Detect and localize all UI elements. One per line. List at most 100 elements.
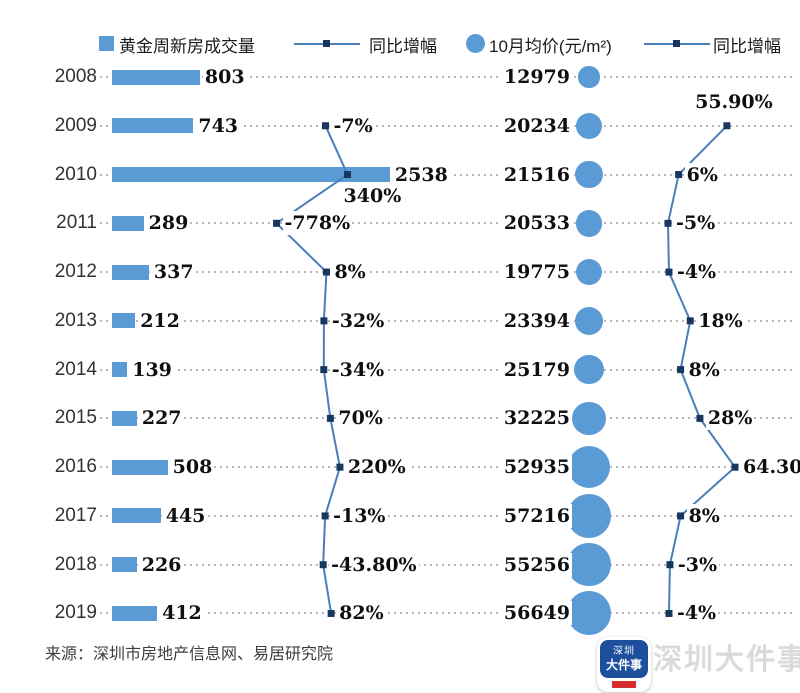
bar-swatch-icon: [99, 36, 114, 51]
legend-volume-growth-label: 同比增幅: [369, 37, 437, 56]
year-label: 2014: [54, 358, 97, 380]
year-label: 2015: [54, 407, 97, 429]
year-label: 2018: [54, 553, 97, 575]
row-gridline: [100, 319, 793, 322]
bubble-swatch-icon: [466, 34, 485, 53]
volume-bar: [112, 118, 194, 134]
price-value-label: 23394: [501, 308, 572, 333]
volume-bar: [112, 69, 200, 85]
price-value-label: 20533: [501, 211, 572, 236]
price-value-label: 20234: [501, 113, 572, 138]
year-label: 2010: [54, 163, 97, 185]
volume-growth-label: 82%: [337, 601, 386, 626]
price-value-label: 21516: [501, 162, 572, 187]
price-growth-label: 18%: [696, 308, 745, 333]
volume-bar: [112, 508, 161, 524]
price-value-label: 19775: [501, 260, 572, 285]
price-bubble: [575, 210, 603, 237]
shenzhen-dajianshi-logo: 深圳 大件事: [597, 637, 651, 692]
price-value-label: 52935: [501, 455, 572, 480]
volume-value-label: 212: [138, 308, 182, 333]
volume-value-label: 743: [196, 113, 241, 138]
volume-bar: [112, 557, 137, 573]
price-bubble: [574, 306, 604, 335]
volume-value-label: 226: [139, 552, 184, 577]
volume-bar: [112, 167, 390, 183]
legend-price-label: 10月均价(元/m²): [489, 37, 612, 56]
price-bubble: [574, 354, 604, 385]
price-bubble: [575, 259, 602, 286]
price-bubble: [567, 445, 611, 489]
legend-volume-label: 黄金周新房成交量: [119, 37, 255, 56]
volume-value-label: 289: [146, 211, 191, 236]
row-gridline: [100, 612, 793, 615]
volume-value-label: 508: [170, 455, 215, 480]
price-value-label: 57216: [501, 503, 572, 528]
price-bubble: [566, 591, 611, 636]
row-gridline: [100, 563, 793, 566]
volume-growth-label: 340%: [341, 183, 404, 208]
row-gridline: [100, 466, 793, 469]
volume-bar: [112, 605, 158, 621]
year-label: 2008: [54, 66, 97, 87]
volume-growth-label: -43.80%: [329, 552, 419, 577]
price-growth-label: 64.30%: [741, 455, 800, 480]
volume-growth-label: 220%: [345, 455, 408, 480]
price-bubble: [575, 160, 603, 189]
volume-growth-label: -7%: [331, 113, 375, 138]
line-marker-icon: [673, 40, 680, 47]
year-label: 2009: [54, 114, 97, 136]
row-gridline: [100, 76, 793, 78]
row-gridline: [100, 124, 793, 127]
volume-growth-label: -34%: [329, 357, 387, 382]
year-label: 2016: [54, 456, 97, 478]
watermark-text: 深圳大件事: [653, 644, 800, 676]
year-label: 2013: [54, 309, 97, 331]
price-value-label: 55256: [501, 552, 572, 577]
price-growth-label: 28%: [705, 406, 755, 431]
year-label: 2011: [56, 212, 97, 234]
logo-text-line1: 深圳: [613, 646, 635, 657]
price-growth-label: 55.90%: [693, 89, 775, 114]
row-gridline: [100, 222, 793, 225]
year-label: 2017: [54, 504, 97, 526]
price-growth-label: 8%: [686, 357, 722, 382]
logo-red-bar: [612, 681, 636, 688]
volume-value-label: 445: [163, 503, 208, 528]
volume-growth-label: -778%: [282, 211, 353, 236]
volume-bar: [112, 215, 144, 231]
price-value-label: 56649: [501, 601, 572, 626]
volume-value-label: 227: [139, 406, 184, 431]
volume-growth-label: 8%: [332, 260, 368, 285]
price-growth-label: 6%: [684, 162, 720, 187]
volume-bar: [112, 313, 136, 329]
volume-growth-label: -32%: [329, 308, 387, 333]
price-growth-label: -5%: [674, 211, 718, 236]
price-growth-label: -4%: [674, 601, 719, 626]
price-value-label: 12979: [501, 65, 572, 89]
price-value-label: 32225: [501, 406, 572, 431]
row-gridline: [100, 417, 793, 420]
volume-value-label: 2538: [392, 162, 450, 187]
price-bubble: [578, 66, 600, 88]
volume-value-label: 139: [130, 357, 174, 382]
volume-bar: [112, 459, 168, 475]
row-gridline: [100, 368, 793, 371]
year-label: 2019: [54, 602, 97, 624]
price-growth-label: 8%: [686, 503, 722, 528]
price-value-label: 25179: [501, 357, 572, 382]
logo-blue-square: 深圳 大件事: [600, 640, 648, 678]
volume-growth-label: -13%: [331, 503, 388, 528]
volume-bar: [112, 264, 149, 280]
price-growth-label: -4%: [674, 260, 719, 285]
volume-bar: [112, 362, 128, 378]
price-bubble: [566, 493, 612, 539]
price-bubble: [572, 401, 606, 435]
logo-text-line2: 大件事: [605, 658, 642, 672]
price-growth-label: -3%: [675, 552, 720, 577]
line-marker-icon: [323, 40, 330, 47]
volume-value-label: 803: [202, 65, 247, 89]
volume-bar: [112, 410, 137, 426]
